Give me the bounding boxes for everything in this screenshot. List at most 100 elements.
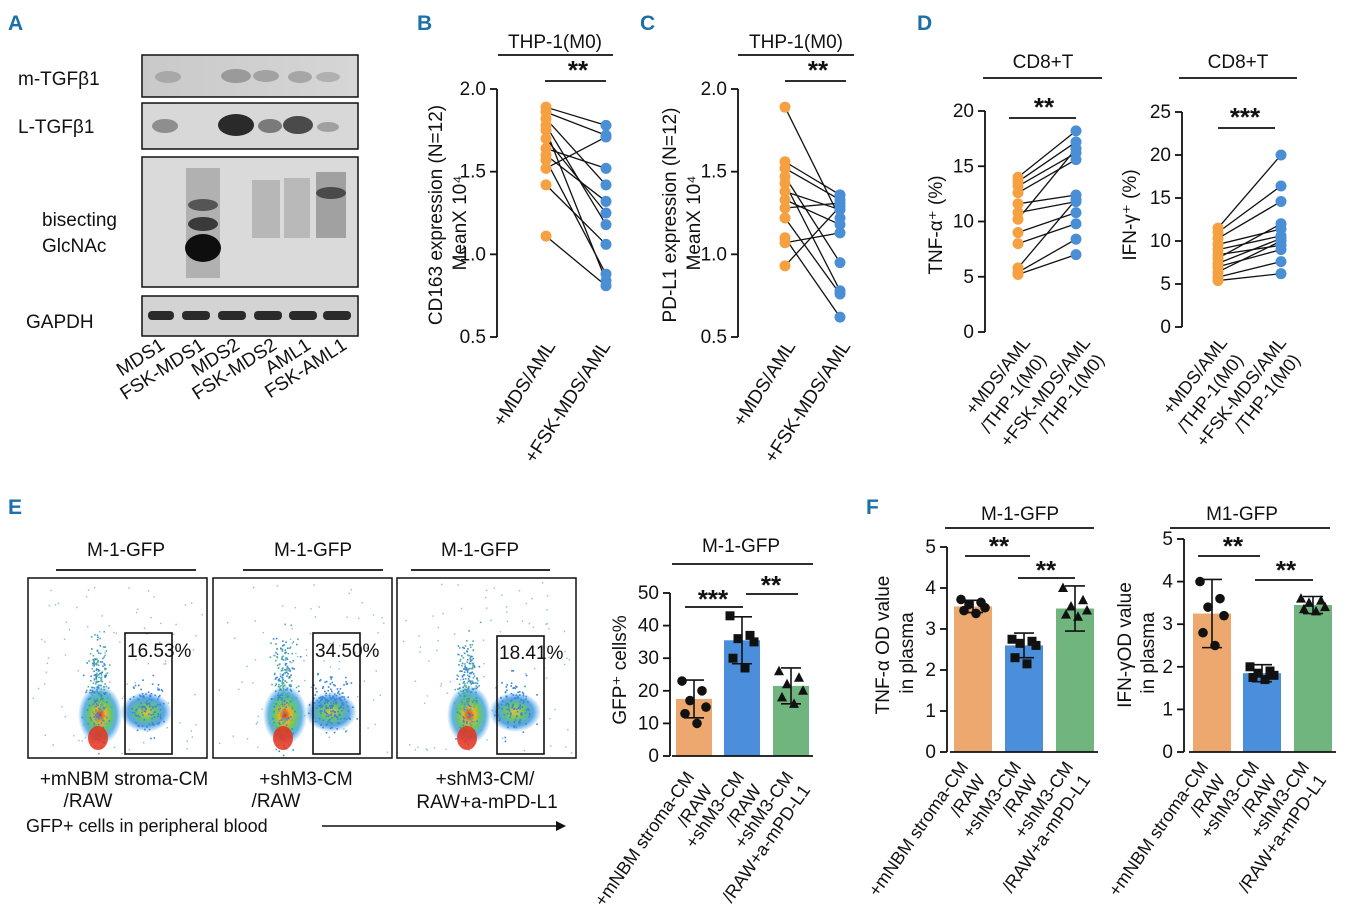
flow-dot xyxy=(459,658,462,661)
flow-dot xyxy=(329,707,332,710)
flow-dot xyxy=(283,644,285,646)
data-point xyxy=(1203,602,1213,612)
flow-dot xyxy=(98,676,100,679)
flow-dot xyxy=(286,717,288,720)
flow-dot xyxy=(466,706,468,709)
flow-dot xyxy=(327,715,330,718)
flow-dot xyxy=(377,632,379,634)
flow-dot xyxy=(509,716,512,719)
flow-dot xyxy=(157,698,159,700)
flow-dot xyxy=(338,713,341,715)
data-point xyxy=(1215,593,1225,604)
flow-dot xyxy=(95,703,98,705)
data-point xyxy=(1022,659,1032,669)
flow-dot xyxy=(346,729,348,732)
flow-dot xyxy=(298,690,300,693)
pair-line xyxy=(784,161,841,196)
flow-dot xyxy=(37,687,40,690)
flow-dot xyxy=(99,716,102,719)
flow-dot xyxy=(85,596,88,598)
flow-dot xyxy=(137,698,140,701)
flow-dot xyxy=(338,707,341,710)
flow-dot xyxy=(278,720,281,722)
flow-dot xyxy=(501,737,504,739)
data-point xyxy=(1070,143,1082,155)
flow-dot xyxy=(474,682,477,684)
flow-dot xyxy=(330,713,333,715)
data-point xyxy=(779,177,791,189)
flow-dot xyxy=(328,719,330,722)
flow-dot xyxy=(313,584,315,586)
flow-dot xyxy=(64,654,67,656)
blot-band xyxy=(218,114,254,136)
flow-dot xyxy=(462,698,465,701)
bar-x-labels: +mNBM stroma-CM /RAW +shM3-CM /RAW +shM3… xyxy=(590,758,1330,910)
flow-dot xyxy=(161,690,164,692)
significance-stars: ** xyxy=(808,55,829,85)
data-point xyxy=(834,227,846,239)
flow-dot xyxy=(126,683,129,685)
flow-dot xyxy=(90,679,92,682)
flow-dot xyxy=(468,689,471,692)
blot-band xyxy=(317,122,339,132)
flow-dot xyxy=(105,706,107,709)
flow-dot xyxy=(281,692,283,695)
flow-dot xyxy=(500,703,503,706)
flow-dot xyxy=(286,702,288,704)
flow-dot xyxy=(150,693,153,695)
blot-row-label: GlcNAc xyxy=(42,236,106,257)
flow-dot xyxy=(119,641,121,643)
panel-label-f: F xyxy=(866,496,879,519)
flow-dot xyxy=(466,658,469,661)
flow-dot xyxy=(93,725,96,727)
flow-dot xyxy=(90,720,93,723)
flow-dot xyxy=(514,687,517,690)
flow-dot xyxy=(333,684,335,686)
flow-dot xyxy=(372,699,375,701)
data-point xyxy=(540,230,552,242)
flow-dot xyxy=(103,663,105,665)
flow-dot xyxy=(374,723,376,726)
flow-dot xyxy=(329,714,331,716)
flow-dot xyxy=(101,661,104,663)
flow-dot xyxy=(275,699,277,702)
flow-dot xyxy=(470,683,473,685)
flow-dot xyxy=(98,669,101,672)
flow-dot xyxy=(304,679,306,682)
flow-dot xyxy=(142,679,144,682)
flow-dot xyxy=(437,626,440,629)
flow-dot xyxy=(519,719,521,722)
flow-dot xyxy=(303,660,305,662)
y-tick-label: 1.5 xyxy=(460,162,486,183)
flow-dot xyxy=(100,678,103,681)
flow-dot xyxy=(276,655,278,658)
data-point xyxy=(1253,668,1263,678)
data-point xyxy=(1245,662,1255,672)
flow-dot xyxy=(468,630,470,632)
flow-dot xyxy=(319,710,322,713)
flow-dot xyxy=(257,715,259,718)
blot-band xyxy=(316,72,340,82)
flow-dot xyxy=(466,661,469,664)
flow-dot xyxy=(145,693,147,695)
flow-dot xyxy=(97,670,100,672)
flow-dot xyxy=(460,707,462,710)
data-point xyxy=(1012,227,1024,239)
flow-dot xyxy=(135,715,138,717)
flow-dot xyxy=(108,720,111,722)
flow-dot xyxy=(465,695,467,698)
flow-dot xyxy=(419,651,421,653)
data-point xyxy=(1070,207,1082,219)
flow-dot xyxy=(90,692,92,694)
flow-dot xyxy=(520,712,523,714)
flow-dot xyxy=(337,690,340,693)
flow-dot xyxy=(95,705,98,708)
flow-dot xyxy=(332,702,335,705)
flow-dot xyxy=(284,649,287,651)
flow-dot xyxy=(464,688,466,691)
flow-dot xyxy=(96,638,99,641)
flow-condition-label: /RAW xyxy=(64,791,113,812)
flow-dot xyxy=(466,690,469,692)
flow-dot xyxy=(550,745,552,747)
